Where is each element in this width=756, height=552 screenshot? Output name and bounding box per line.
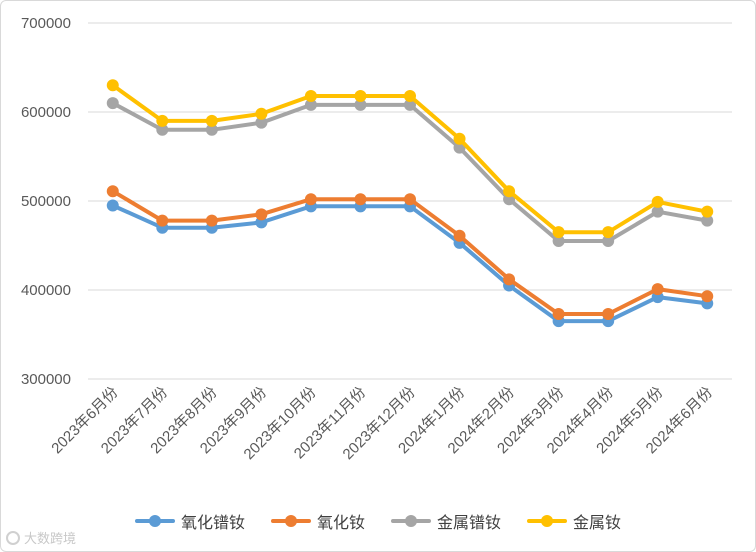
series-line xyxy=(110,203,710,324)
data-point xyxy=(651,283,664,296)
data-point xyxy=(354,98,367,111)
data-point xyxy=(552,235,565,248)
data-point xyxy=(602,226,615,239)
y-tick-label: 600000 xyxy=(21,104,71,121)
legend-swatch xyxy=(391,514,431,528)
data-point xyxy=(552,226,565,239)
data-point xyxy=(552,308,565,321)
data-point xyxy=(106,97,119,110)
data-point xyxy=(354,89,367,102)
legend-item: 金属钕 xyxy=(527,509,621,533)
legend-item: 金属镨钕 xyxy=(391,509,501,533)
data-point xyxy=(602,235,615,248)
data-point xyxy=(503,273,516,286)
y-tick-label: 300000 xyxy=(21,371,71,388)
data-point xyxy=(354,193,367,206)
line-chart: 3000004000005000006000007000002023年6月份20… xyxy=(21,15,732,463)
data-point xyxy=(701,205,714,218)
data-point xyxy=(106,185,119,198)
y-tick-label: 400000 xyxy=(21,282,71,299)
data-point xyxy=(304,193,317,206)
legend-item: 氧化钕 xyxy=(270,509,365,533)
legend-swatch xyxy=(527,514,568,528)
data-point xyxy=(701,290,714,303)
data-point xyxy=(404,89,416,102)
data-point xyxy=(404,193,416,206)
y-tick-label: 700000 xyxy=(21,15,71,32)
data-point xyxy=(453,229,466,242)
data-point xyxy=(651,195,664,208)
data-point xyxy=(701,214,714,227)
data-point xyxy=(156,114,169,127)
legend-label: 氧化镨钕 xyxy=(180,513,245,532)
data-point xyxy=(651,205,664,218)
legend-swatch xyxy=(134,514,175,528)
data-point xyxy=(255,116,268,129)
watermark-text: 大数跨境 xyxy=(24,532,77,547)
legend: 氧化镨钕 氧化钕 金属镨钕 金属钕 xyxy=(0,506,756,536)
data-point xyxy=(304,98,317,111)
data-point xyxy=(404,98,416,111)
data-point xyxy=(453,132,466,145)
data-point xyxy=(304,89,317,102)
data-point xyxy=(156,214,169,227)
logo-icon xyxy=(6,530,20,545)
y-tick-label: 500000 xyxy=(21,193,71,210)
data-point xyxy=(602,308,615,321)
data-point xyxy=(205,123,218,136)
watermark: 大数跨境 xyxy=(6,528,76,547)
data-point xyxy=(106,79,119,92)
data-point xyxy=(205,114,218,127)
legend-label: 金属镨钕 xyxy=(437,513,502,532)
legend-swatch xyxy=(270,514,311,528)
data-point xyxy=(255,107,268,120)
legend-label: 氧化钕 xyxy=(316,513,365,532)
legend-label: 金属钕 xyxy=(573,513,622,532)
data-point xyxy=(205,214,218,227)
data-point xyxy=(106,199,119,212)
data-point xyxy=(255,208,268,221)
data-point xyxy=(156,123,169,136)
data-point xyxy=(503,185,516,198)
legend-item: 氧化镨钕 xyxy=(134,509,245,533)
